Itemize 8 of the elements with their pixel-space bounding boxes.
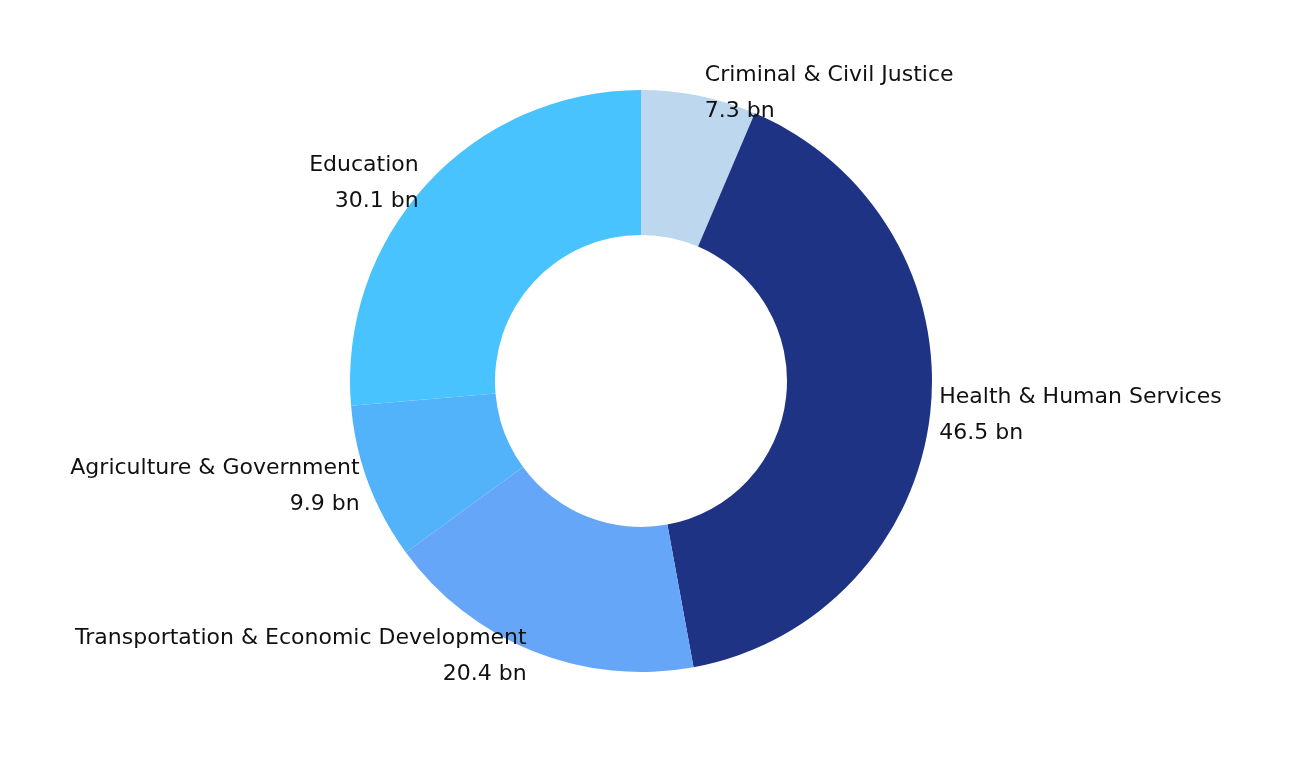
data-label: 46.5 bn xyxy=(939,418,1024,444)
slice-label: Education xyxy=(309,150,419,176)
slice-label: Criminal & Civil Justice xyxy=(704,61,954,87)
slice-label: Health & Human Services xyxy=(939,382,1222,408)
slice-label: Agriculture & Government xyxy=(70,453,361,479)
data-label: 9.9 bn xyxy=(289,489,360,515)
data-label: 20.4 bn xyxy=(442,660,527,686)
data-label: 7.3 bn xyxy=(704,97,775,123)
